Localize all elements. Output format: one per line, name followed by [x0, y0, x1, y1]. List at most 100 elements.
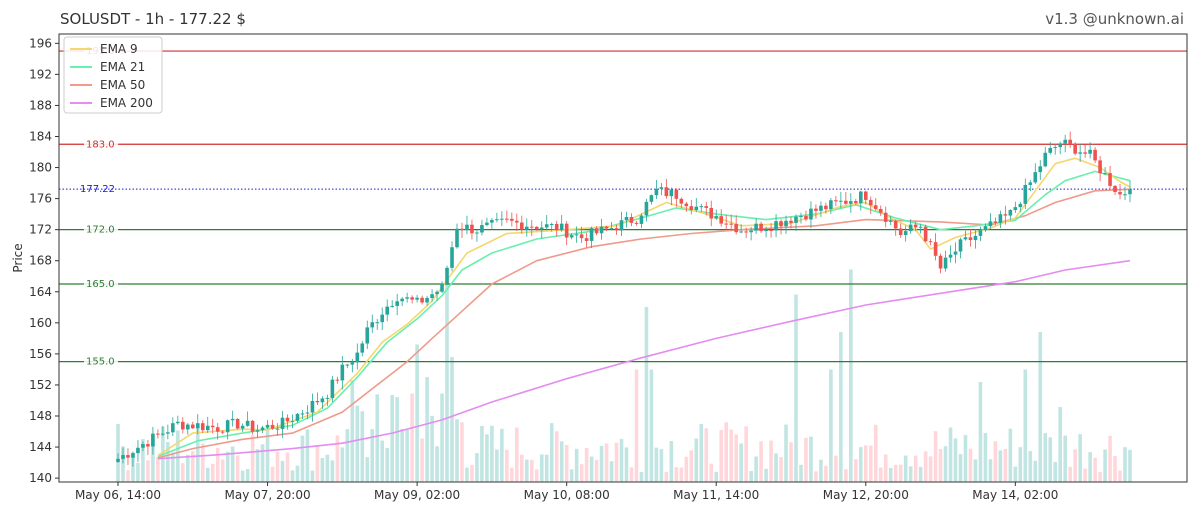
volume-bar [983, 432, 988, 482]
candle-body [599, 226, 604, 234]
volume-bar [340, 447, 345, 482]
candle-body [754, 223, 758, 231]
volume-bar [265, 426, 270, 482]
volume-bar [440, 393, 444, 482]
candle-body [844, 200, 848, 204]
candle-body [933, 242, 938, 256]
volume-bar [908, 466, 913, 482]
volume-bar [789, 442, 793, 482]
candle-body [839, 200, 843, 202]
volume-bar [883, 454, 888, 482]
candle-body [161, 433, 165, 435]
candle-body [814, 208, 818, 211]
volume-bar [420, 438, 424, 482]
candle-body [629, 216, 634, 223]
candle-body [764, 229, 768, 232]
volume-bar [1033, 460, 1038, 482]
volume-bar [195, 427, 200, 482]
volume-bar [395, 397, 399, 482]
chart-title: SOLUSDT - 1h - 177.22 $ [60, 10, 246, 28]
volume-bar [435, 446, 439, 482]
candle-body [265, 424, 270, 428]
candle-body [594, 228, 599, 234]
volume-bar [824, 465, 828, 482]
volume-bar [1088, 452, 1092, 482]
level-label-bg [84, 277, 118, 290]
volume-bar [769, 440, 773, 482]
x-tick-label: May 09, 02:00 [374, 488, 460, 502]
candle-body [524, 226, 529, 230]
volume-bar [878, 467, 883, 482]
candle-body [500, 218, 504, 220]
volume-bar [465, 467, 469, 482]
candle-body [315, 400, 320, 403]
candle-body [380, 314, 385, 323]
volume-bar [579, 464, 584, 482]
volume-bar [689, 450, 694, 482]
volume-bar [933, 431, 938, 482]
volume-bar [634, 369, 639, 482]
volume-bar [998, 450, 1003, 482]
candle-body [873, 205, 878, 209]
volume-bar [684, 456, 689, 482]
candle-body [370, 322, 375, 328]
volume-bar [290, 470, 295, 482]
volume-bar [495, 449, 499, 482]
volume-bar [360, 411, 365, 482]
volume-bar [1053, 461, 1058, 482]
candle-body [1073, 143, 1077, 154]
candle-body [799, 215, 803, 217]
candle-body [749, 230, 753, 233]
candle-body [220, 431, 225, 433]
volume-bar [505, 449, 509, 482]
volume-bar [599, 445, 604, 482]
volume-bar [166, 442, 170, 482]
candle-body [240, 425, 245, 429]
volume-bar [325, 454, 330, 482]
candle-body [998, 214, 1003, 223]
volume-bar [350, 380, 355, 482]
candle-body [146, 444, 150, 447]
candle-body [1078, 152, 1082, 154]
volume-bar [1023, 369, 1028, 482]
candle-body [809, 208, 813, 220]
candle-body [903, 231, 908, 236]
candle-body [868, 199, 873, 206]
candle-body [729, 223, 733, 225]
candle-body [355, 352, 360, 363]
candle-body [664, 187, 669, 197]
volume-bar [355, 405, 360, 482]
candle-body [734, 223, 738, 233]
candle-body [195, 423, 200, 429]
candle-body [171, 423, 175, 433]
volume-bar [804, 437, 808, 482]
volume-bar [151, 435, 155, 482]
candle-body [141, 444, 145, 448]
volume-bar [1058, 407, 1063, 482]
volume-bar [724, 422, 728, 482]
volume-bar [520, 454, 524, 482]
y-tick-label: 160 [29, 316, 52, 330]
volume-bar [210, 463, 215, 482]
candle-body [614, 228, 619, 231]
volume-bar [913, 455, 918, 482]
volume-bar [958, 454, 963, 482]
volume-bar [121, 446, 125, 482]
candle-body [953, 251, 958, 255]
candle-body [480, 225, 484, 233]
candle-body [136, 447, 140, 454]
candle-body [993, 221, 998, 223]
y-tick-label: 168 [29, 254, 52, 268]
candle-body [849, 201, 853, 204]
volume-bar [699, 423, 704, 482]
volume-bar [225, 451, 230, 482]
volume-bar [255, 449, 260, 482]
candle-body [1103, 173, 1107, 175]
legend-item-label: EMA 50 [100, 78, 145, 92]
volume-bar [639, 471, 644, 482]
volume-bar [1003, 448, 1008, 482]
volume-bar [345, 429, 350, 482]
volume-bar [759, 441, 763, 482]
volume-bar [250, 434, 255, 482]
